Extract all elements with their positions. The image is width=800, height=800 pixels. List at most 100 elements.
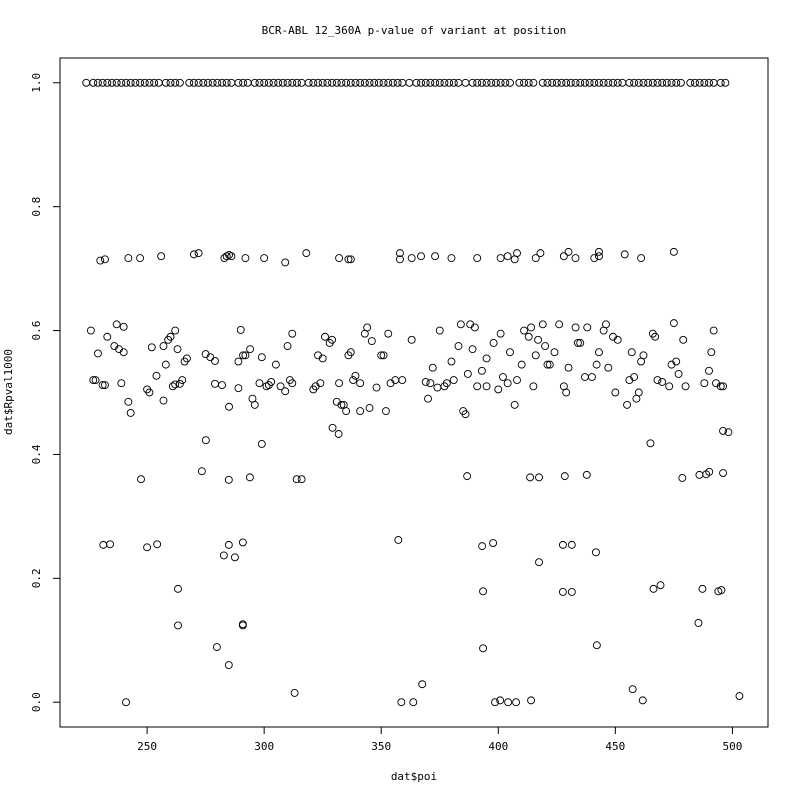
point [576, 78, 585, 87]
point [639, 351, 648, 360]
point [302, 249, 311, 258]
point [604, 363, 613, 372]
point [137, 475, 145, 484]
point [281, 387, 290, 396]
point [407, 335, 416, 344]
point [611, 388, 620, 397]
y-tick-label: 0.6 [30, 321, 43, 341]
point [189, 250, 198, 259]
point [582, 470, 591, 479]
point [328, 78, 337, 87]
point [520, 78, 528, 87]
point [447, 357, 456, 366]
point [255, 78, 264, 87]
point [168, 382, 177, 391]
point [346, 348, 355, 357]
x-tick-label: 250 [137, 740, 157, 753]
point [440, 78, 449, 87]
point [147, 343, 156, 352]
point [269, 78, 278, 87]
point [314, 78, 322, 87]
point [538, 320, 547, 329]
point [98, 78, 107, 87]
point [649, 584, 658, 593]
point [394, 535, 403, 544]
point [281, 258, 290, 267]
point [644, 78, 653, 87]
point [716, 78, 725, 87]
point [161, 360, 170, 369]
point [627, 348, 636, 357]
point [218, 78, 226, 87]
point [686, 78, 695, 87]
point [224, 661, 233, 670]
point [504, 698, 513, 707]
point [520, 326, 528, 335]
point [592, 360, 601, 369]
point [705, 467, 714, 476]
point [461, 410, 470, 419]
point [351, 371, 360, 380]
point [153, 540, 162, 549]
point [131, 78, 140, 87]
point [571, 78, 580, 87]
point [234, 384, 243, 393]
x-tick-label: 450 [605, 740, 625, 753]
point [674, 369, 683, 378]
point [562, 388, 571, 397]
point [98, 381, 107, 390]
point [527, 696, 536, 705]
point [468, 78, 477, 87]
point [512, 698, 521, 707]
point [513, 376, 521, 385]
point [719, 382, 727, 391]
point [545, 360, 554, 369]
point [567, 588, 576, 596]
point [360, 78, 369, 87]
point [274, 78, 283, 87]
point [283, 78, 292, 87]
point [653, 376, 662, 385]
point [101, 255, 109, 264]
point [548, 78, 557, 87]
point [735, 692, 744, 700]
point [238, 621, 247, 630]
point [496, 254, 505, 263]
point [705, 78, 713, 87]
point [634, 388, 643, 397]
point [117, 78, 126, 87]
point [707, 348, 716, 357]
point [479, 587, 488, 596]
point [604, 78, 613, 87]
point [449, 376, 458, 385]
point [667, 78, 676, 87]
point [538, 78, 547, 87]
point [239, 351, 248, 360]
point [428, 363, 437, 372]
x-tick-label: 350 [371, 740, 391, 753]
point [136, 254, 145, 263]
point [199, 78, 208, 87]
point [580, 78, 589, 87]
point [535, 473, 543, 482]
point [407, 254, 416, 263]
point [204, 78, 212, 87]
point [558, 588, 567, 596]
point [482, 78, 491, 87]
point [122, 78, 130, 87]
point [175, 78, 184, 87]
point [602, 320, 610, 329]
point [529, 382, 538, 391]
y-tick-label: 0.2 [30, 568, 43, 588]
point [496, 696, 505, 705]
point [719, 426, 727, 435]
point [152, 371, 161, 380]
x-tick-label: 300 [254, 740, 274, 753]
point [418, 680, 427, 689]
point [417, 252, 425, 261]
point [695, 78, 704, 87]
point [587, 373, 596, 381]
point [245, 473, 254, 482]
point [669, 319, 678, 328]
point [342, 78, 351, 87]
